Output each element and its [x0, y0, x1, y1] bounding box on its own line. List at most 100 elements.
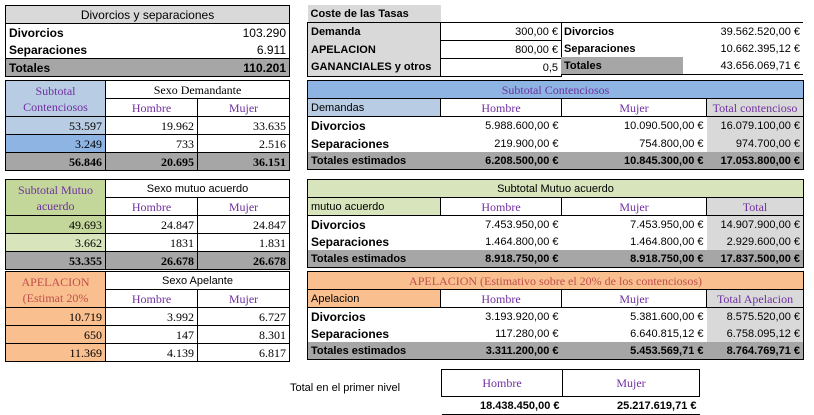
- contenciosos-cost-totals-label: Totales estimados: [307, 152, 441, 170]
- contenciosos-cost-table: Subtotal Contenciosos Demandas Hombre Mu…: [306, 80, 805, 170]
- apelacion-hombre-header: Hombre: [105, 289, 198, 308]
- apelacion-cost-title: APELACION (Estimativo sobre el 20% de lo…: [306, 271, 805, 290]
- mutuo-totals-mujer: 26.678: [196, 251, 291, 270]
- mutuo-div-total: 49.693: [5, 215, 106, 234]
- mutuo-totals-hombre: 26.678: [105, 251, 198, 270]
- contenciosos-cost-sep-total: 974.700,00 €: [706, 135, 805, 152]
- mutuo-cost-div-mujer: 7.453.950,00 €: [630, 218, 704, 231]
- apelacion-cost-total-header: Total Apelacion: [705, 289, 805, 308]
- tasas-table: Coste de las Tasas Demanda 300,00 € APEL…: [307, 5, 562, 77]
- apelacion-cost-totals-label: Totales estimados: [307, 342, 441, 360]
- apelacion-mujer-header: Mujer: [196, 289, 291, 308]
- contenciosos-totals-mujer: 36.151: [196, 152, 291, 171]
- contenciosos-cost-div-mujer: 10.090.500,00 €: [623, 120, 704, 132]
- contenciosos-cost-totals-hombre: 6.208.500,00 €: [440, 152, 562, 170]
- apelacion-cost-sep-label: Separaciones: [307, 325, 441, 342]
- contenciosos-cost-sep-label: Separaciones: [307, 135, 441, 152]
- apelacion-div-mujer: 6.727: [196, 307, 291, 326]
- mutuo-hombre-header: Hombre: [105, 197, 198, 216]
- mutuo-cost-sep-label: Separaciones: [307, 233, 441, 250]
- primer-nivel-hombre-value: 18.438.450,00 €: [441, 396, 563, 415]
- mutuo-cost-hombre-header: Hombre: [440, 197, 562, 216]
- primer-nivel-label: Total en el primer nivel: [290, 382, 401, 394]
- resumen-total-value: 43.656.069,71 €: [683, 57, 803, 75]
- contenciosos-count-table: Subtotal Contenciosos Sexo Demandante Ho…: [5, 80, 291, 171]
- contenciosos-hombre-header: Hombre: [105, 98, 198, 117]
- contenciosos-cost-hombre-header: Hombre: [440, 98, 562, 117]
- contenciosos-cost-total-header: Total contencioso: [705, 98, 805, 117]
- apelacion-cost-sep-mujer: 6.640.815,12 €: [630, 327, 704, 340]
- mutuo-cost-totals-hombre: 8.918.750,00 €: [440, 250, 562, 268]
- divorcios-row-label: Divorcios: [5, 23, 146, 41]
- contenciosos-cost-div-hombre: 5.988.600,00 €: [485, 120, 559, 132]
- tasas-title: Coste de las Tasas: [307, 5, 441, 23]
- apelacion-cost-totals-mujer: 5.453.569,71 €: [561, 342, 707, 360]
- tasa-apelacion-label: APELACION: [307, 40, 441, 59]
- primer-nivel-hombre-header: Hombre: [441, 369, 563, 397]
- mutuo-totals-total: 53.355: [5, 251, 106, 270]
- apelacion-subtotal-label: APELACION (Estimat 20%: [5, 271, 106, 308]
- contenciosos-cost-div-total: 16.079.100,00 €: [706, 116, 805, 135]
- contenciosos-cost-sep-hombre: 219.900,00 €: [494, 137, 559, 150]
- contenciosos-cost-sep-mujer: 754.800,00 €: [639, 137, 704, 150]
- contenciosos-sep-hombre: 733: [105, 134, 198, 153]
- primer-nivel-table: Hombre Mujer 18.438.450,00 € 25.217.619,…: [441, 369, 700, 415]
- mutuo-cost-title: Subtotal Mutuo acuerdo: [307, 179, 804, 198]
- contenciosos-cost-first-header: Demandas: [307, 98, 441, 117]
- apelacion-div-total: 10.719: [5, 307, 106, 326]
- contenciosos-div-mujer: 33.635: [196, 116, 291, 135]
- contenciosos-cost-mujer-header: Mujer: [561, 98, 707, 117]
- mutuo-sep-hombre: 1831: [105, 233, 198, 252]
- apelacion-cost-sep-total: 6.758.095,12 €: [706, 325, 805, 342]
- divorcios-total-label: Totales: [5, 58, 146, 77]
- mutuo-sep-mujer: 1.831: [196, 233, 291, 252]
- separaciones-row-label: Separaciones: [5, 41, 146, 59]
- tasa-demanda-label: Demanda: [307, 22, 441, 41]
- apelacion-totals-total: 11.369: [5, 343, 106, 362]
- contenciosos-div-total: 53.597: [5, 116, 106, 135]
- tasa-gananciales-label: GANANCIALES y otros: [307, 58, 441, 77]
- apelacion-totals-mujer: 6.817: [196, 343, 291, 362]
- mutuo-cost-sep-total: 2.929.600,00 €: [706, 233, 804, 250]
- divorcios-title: Divorcios y separaciones: [4, 5, 291, 24]
- apelacion-cost-totals-hombre: 3.311.200,00 €: [440, 342, 562, 360]
- mutuo-div-hombre: 24.847: [105, 215, 198, 234]
- mutuo-cost-div-total: 14.907.900,00 €: [706, 215, 804, 233]
- apelacion-cost-totals-total: 8.764.769,71 €: [706, 342, 805, 360]
- apelacion-totals-hombre: 4.139: [105, 343, 198, 362]
- contenciosos-totals-hombre: 20.695: [105, 152, 198, 171]
- contenciosos-sexo-header: Sexo Demandante: [104, 80, 291, 99]
- contenciosos-subtotal-label: Subtotal Contenciosos: [5, 80, 106, 117]
- separaciones-row-value: 6.911: [145, 41, 291, 59]
- resumen-table: Divorcios 39.562.520,00 € Separaciones 1…: [561, 22, 803, 75]
- mutuo-cost-totals-mujer: 8.918.750,00 €: [561, 250, 707, 268]
- mutuo-cost-div-hombre: 7.453.950,00 €: [485, 218, 559, 231]
- apelacion-sep-mujer: 8.301: [196, 325, 291, 344]
- apelacion-cost-sep-hombre: 117.280,00 €: [495, 327, 559, 340]
- apelacion-sexo-header: Sexo Apelante: [104, 271, 291, 290]
- resumen-divorcios-label: Divorcios: [561, 22, 683, 40]
- mutuo-sep-total: 3.662: [5, 233, 106, 252]
- apelacion-cost-table: APELACION (Estimativo sobre el 20% de lo…: [306, 271, 805, 360]
- resumen-total-label: Totales: [561, 57, 683, 75]
- apelacion-cost-div-total: 8.575.520,00 €: [706, 307, 805, 325]
- apelacion-cost-div-mujer: 5.381.600,00 €: [630, 310, 704, 323]
- apelacion-cost-hombre-header: Hombre: [440, 289, 562, 308]
- divorcios-table: Divorcios y separaciones Divorcios 103.2…: [4, 5, 291, 77]
- apelacion-cost-div-label: Divorcios: [307, 307, 441, 325]
- mutuo-cost-sep-hombre: 1.464.800,00 €: [485, 235, 559, 248]
- tasa-demanda-value: 300,00 €: [440, 22, 562, 41]
- resumen-divorcios-value: 39.562.520,00 €: [683, 22, 803, 40]
- apelacion-sep-hombre: 147: [105, 325, 198, 344]
- mutuo-cost-table: Subtotal Mutuo acuerdo mutuo acuerdo Hom…: [307, 179, 804, 268]
- apelacion-cost-first-header: Apelacion: [307, 289, 441, 308]
- mutuo-div-mujer: 24.847: [196, 215, 291, 234]
- mutuo-mujer-header: Mujer: [196, 197, 291, 216]
- contenciosos-div-hombre: 19.962: [105, 116, 198, 135]
- mutuo-count-table: Subtotal Mutuo acuerdo Sexo mutuo acuerd…: [5, 179, 291, 270]
- divorcios-row-value: 103.290: [145, 23, 291, 41]
- mutuo-cost-div-label: Divorcios: [307, 215, 441, 233]
- apelacion-cost-mujer-header: Mujer: [561, 289, 707, 308]
- mutuo-subtotal-label: Subtotal Mutuo acuerdo: [5, 179, 106, 216]
- contenciosos-sep-mujer: 2.516: [196, 134, 291, 153]
